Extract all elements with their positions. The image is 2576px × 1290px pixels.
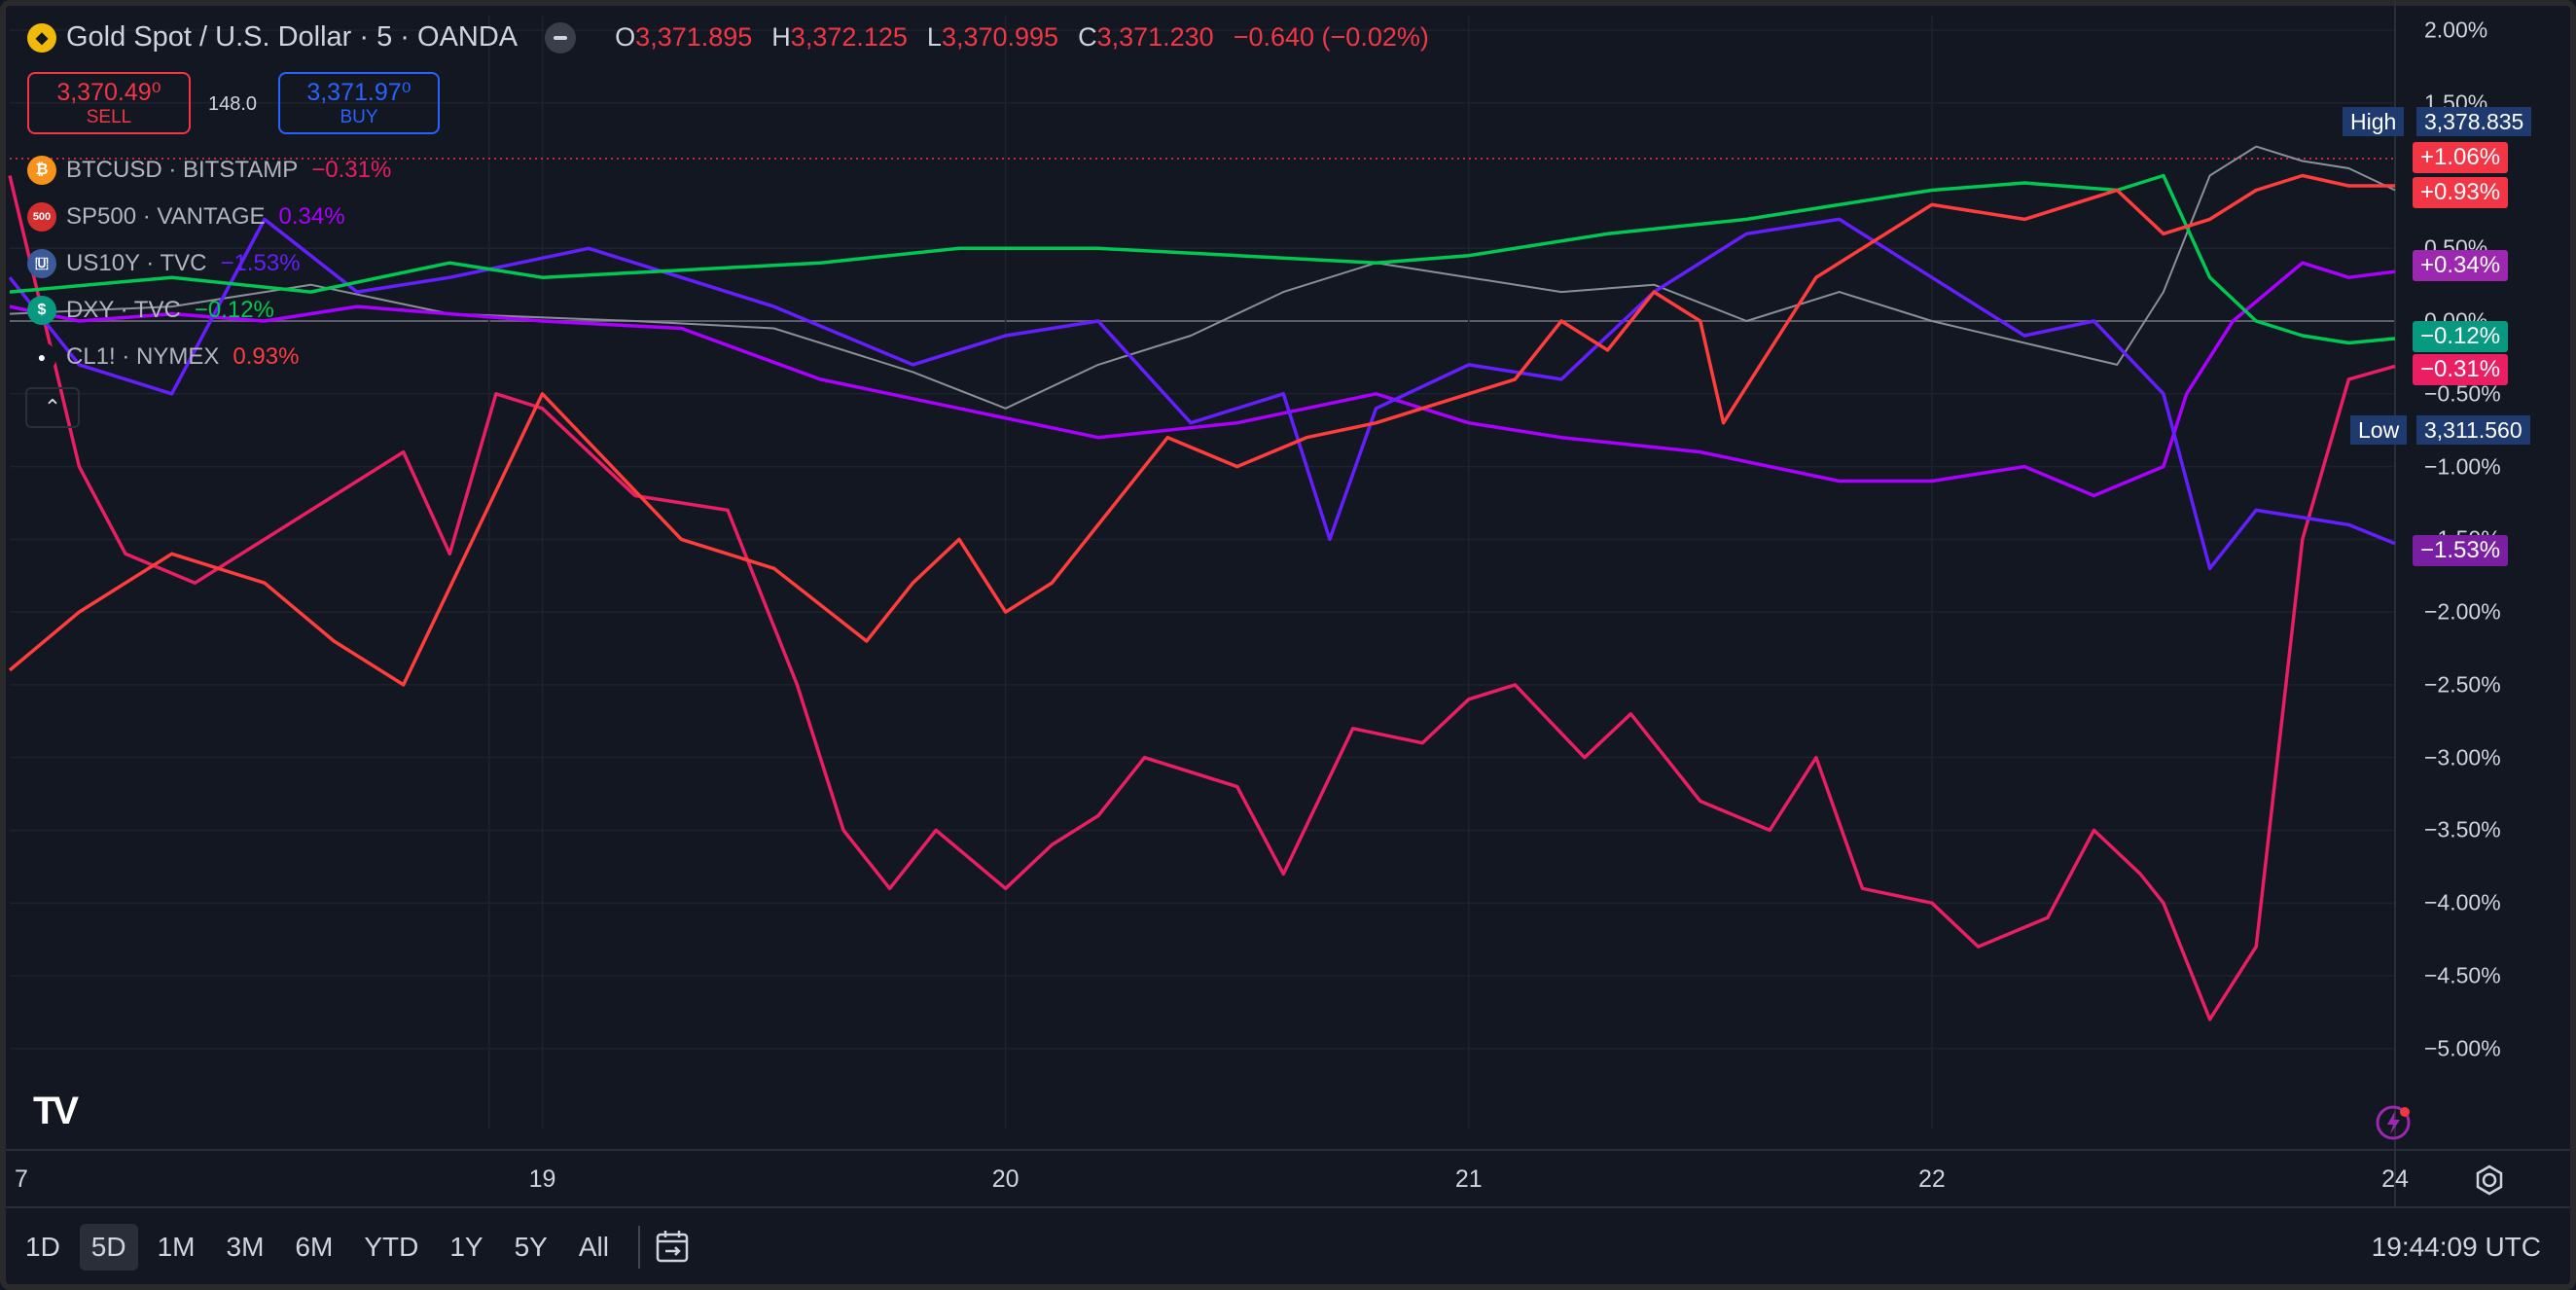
y-tick-label: −4.50% bbox=[2424, 962, 2501, 988]
timeframe-button-all[interactable]: All bbox=[578, 1232, 609, 1262]
us-flag-icon: 🇺 bbox=[27, 249, 56, 278]
compare-legend-item[interactable]: $ DXY · TVC −0.12% bbox=[27, 296, 274, 325]
compare-legend-item[interactable]: 🇺 US10Y · TVC −1.53% bbox=[27, 249, 301, 278]
utc-clock[interactable]: 19:44:09 UTC bbox=[2371, 1232, 2541, 1262]
x-tick-label: 21 bbox=[1454, 1165, 1483, 1193]
compare-symbol-change: 0.34% bbox=[278, 203, 345, 230]
y-tick-label: −3.50% bbox=[2424, 816, 2501, 842]
compare-symbol-name: BTCUSD · BITSTAMP bbox=[66, 157, 299, 183]
last-value-tag: −0.12% bbox=[2413, 321, 2509, 352]
timeframe-button-1d[interactable]: 1D bbox=[25, 1232, 60, 1262]
compare-legend-item[interactable]: 500 SP500 · VANTAGE 0.34% bbox=[27, 202, 345, 232]
dollar-icon: $ bbox=[27, 296, 56, 325]
go-to-date-icon[interactable] bbox=[654, 1228, 693, 1267]
compare-symbol-name: SP500 · VANTAGE bbox=[66, 203, 266, 230]
spread-value: 148.0 bbox=[208, 93, 258, 115]
settings-icon[interactable] bbox=[2473, 1164, 2506, 1197]
y-tick-label: −5.00% bbox=[2424, 1035, 2501, 1061]
hide-legend-button[interactable] bbox=[545, 21, 577, 54]
x-tick-label: 24 bbox=[2381, 1165, 2409, 1193]
series-line-sp500[interactable] bbox=[9, 261, 2396, 498]
timeframe-button-6m[interactable]: 6M bbox=[295, 1232, 334, 1262]
main-legend: ◆ Gold Spot / U.S. Dollar · 5 · OANDA O3… bbox=[27, 21, 1429, 54]
open-value: O3,371.895 bbox=[615, 22, 753, 52]
compare-legend-item[interactable]: ● CL1! · NYMEX 0.93% bbox=[27, 342, 299, 372]
series-line-xauusd[interactable] bbox=[9, 145, 2396, 410]
collapse-legend-button[interactable]: ⌃ bbox=[25, 387, 80, 428]
last-value-tag: −1.53% bbox=[2413, 535, 2509, 566]
series-line-us10y[interactable] bbox=[8, 217, 2396, 571]
high-value-tag: 3,378.835 bbox=[2416, 107, 2532, 136]
close-value: C3,371.230 bbox=[1078, 22, 1214, 52]
x-tick-label: 20 bbox=[991, 1165, 1020, 1193]
compare-symbol-change: −0.12% bbox=[194, 297, 274, 323]
high-label: High bbox=[2343, 107, 2405, 136]
compare-symbol-name: DXY · TVC bbox=[66, 297, 181, 323]
sp500-icon: 500 bbox=[27, 202, 56, 232]
timeframe-button-1y[interactable]: 1Y bbox=[449, 1232, 483, 1262]
y-tick-label: −3.00% bbox=[2424, 744, 2501, 770]
symbol-title[interactable]: Gold Spot / U.S. Dollar · 5 · OANDA bbox=[66, 21, 519, 53]
last-value-tag: +0.34% bbox=[2413, 250, 2509, 281]
y-tick-label: −2.50% bbox=[2424, 671, 2501, 698]
buy-label: BUY bbox=[340, 107, 378, 127]
sell-price: 3,370.49⁰ bbox=[56, 79, 161, 106]
timeframe-button-5y[interactable]: 5Y bbox=[514, 1232, 548, 1262]
series-line-btcusd[interactable] bbox=[8, 175, 2396, 1021]
last-value-tag: +0.93% bbox=[2413, 177, 2509, 208]
change-value: −0.640 (−0.02%) bbox=[1233, 22, 1429, 52]
y-tick-label: −4.00% bbox=[2424, 889, 2501, 915]
low-value-tag: 3,311.560 bbox=[2416, 415, 2530, 445]
y-tick-label: −2.00% bbox=[2424, 598, 2501, 625]
x-tick-label: 19 bbox=[528, 1165, 556, 1193]
sell-label: SELL bbox=[86, 107, 132, 127]
toolbar-divider bbox=[637, 1226, 640, 1269]
bottom-toolbar: 1D 5D 1M 3M 6M YTD 1Y 5Y All 19:44:09 UTC bbox=[6, 1206, 2570, 1286]
y-tick-label: −1.00% bbox=[2424, 453, 2501, 480]
bitcoin-icon: ₿ bbox=[27, 156, 56, 185]
tradingview-logo[interactable]: TV bbox=[33, 1090, 79, 1132]
compare-legend-item[interactable]: ₿ BTCUSD · BITSTAMP −0.31% bbox=[27, 156, 391, 185]
timeframe-button-5d[interactable]: 5D bbox=[79, 1224, 138, 1271]
buy-price: 3,371.97⁰ bbox=[306, 79, 411, 106]
x-tick-label: 7 bbox=[15, 1165, 28, 1193]
low-value: L3,370.995 bbox=[926, 22, 1059, 52]
sell-button[interactable]: 3,370.49⁰ SELL bbox=[27, 72, 191, 134]
timeframe-button-ytd[interactable]: YTD bbox=[364, 1232, 419, 1262]
buy-button[interactable]: 3,371.97⁰ BUY bbox=[278, 72, 440, 134]
compare-symbol-change: 0.93% bbox=[233, 343, 300, 370]
high-value: H3,372.125 bbox=[771, 22, 908, 52]
low-label: Low bbox=[2350, 415, 2408, 445]
x-tick-label: 22 bbox=[1917, 1165, 1946, 1193]
timeframe-button-3m[interactable]: 3M bbox=[226, 1232, 265, 1262]
series-line-dxy[interactable] bbox=[9, 173, 2396, 345]
compare-symbol-name: US10Y · TVC bbox=[66, 250, 207, 276]
compare-symbol-change: −0.31% bbox=[311, 157, 392, 183]
compare-symbol-name: CL1! · NYMEX bbox=[66, 343, 220, 370]
chevron-up-icon: ⌃ bbox=[43, 395, 62, 419]
compare-symbol-change: −1.53% bbox=[220, 250, 301, 276]
oil-drop-icon: ● bbox=[27, 342, 56, 372]
timeframe-button-1m[interactable]: 1M bbox=[157, 1232, 196, 1262]
gold-icon: ◆ bbox=[27, 22, 56, 53]
series-line-cl1[interactable] bbox=[8, 173, 2395, 687]
last-value-tag: −0.31% bbox=[2413, 354, 2509, 385]
y-tick-label: 2.00% bbox=[2424, 17, 2488, 43]
last-value-tag: +1.06% bbox=[2413, 142, 2509, 173]
alert-icon[interactable] bbox=[2374, 1103, 2413, 1142]
